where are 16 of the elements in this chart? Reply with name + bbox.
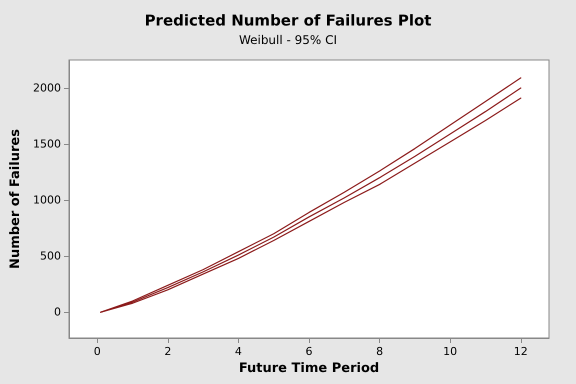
x-tick-label: 8 — [376, 345, 384, 358]
y-tick-label: 0 — [54, 306, 61, 319]
chart-title: Predicted Number of Failures Plot — [144, 12, 432, 30]
x-axis-title: Future Time Period — [238, 360, 380, 376]
x-tick-label: 6 — [306, 345, 312, 358]
y-tick-label: 500 — [40, 250, 61, 263]
y-tick-label: 2000 — [33, 82, 61, 95]
y-tick-label: 1500 — [33, 138, 61, 151]
x-tick-label: 4 — [234, 345, 242, 358]
chart-subtitle: Weibull - 95% CI — [238, 33, 338, 47]
x-tick-label: 2 — [164, 345, 172, 358]
y-axis-title: Number of Failures — [8, 128, 24, 269]
y-tick-label: 1000 — [33, 194, 61, 207]
x-tick-label: 12 — [514, 345, 528, 358]
x-tick-label: 10 — [443, 345, 458, 358]
x-tick-label: 0 — [94, 345, 101, 358]
